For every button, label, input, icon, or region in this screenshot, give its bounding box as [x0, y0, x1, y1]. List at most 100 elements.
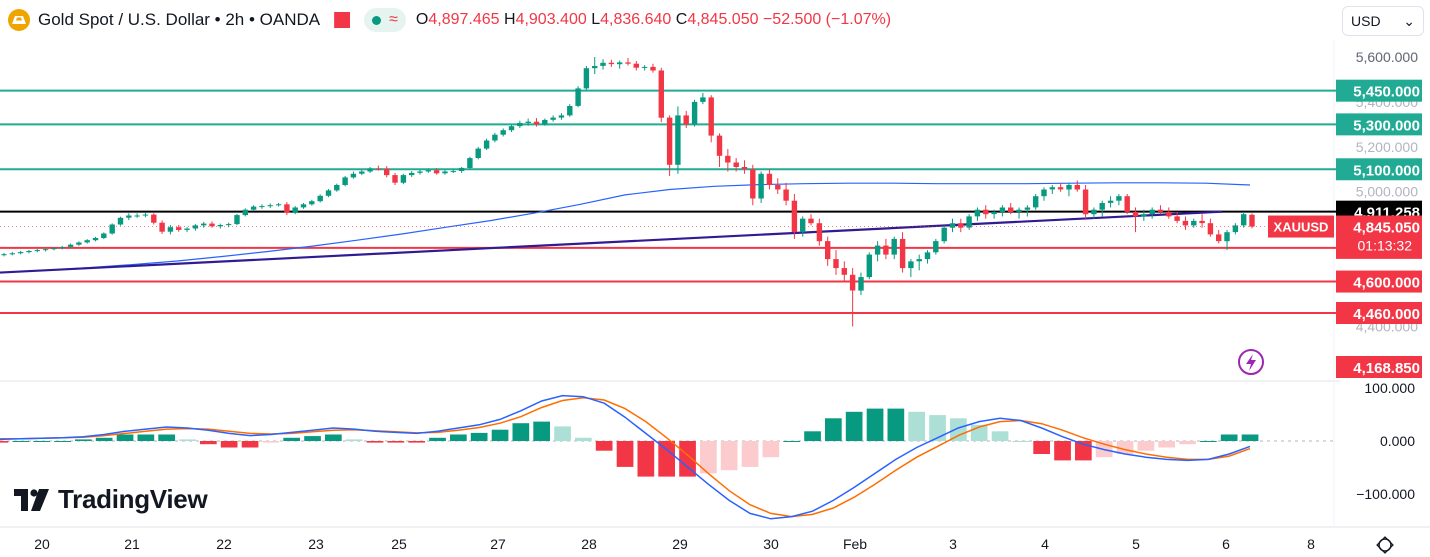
candle-body — [633, 63, 639, 68]
macd-histogram-bar — [450, 434, 467, 441]
candle-body — [242, 209, 248, 216]
ohlc-readout: O4,897.465 H4,903.400 L4,836.640 C4,845.… — [415, 11, 892, 28]
resistance-badge — [1336, 79, 1422, 102]
time-tick-label: 5 — [1132, 536, 1140, 552]
symbol-title[interactable]: Gold Spot / U.S. Dollar • 2h • OANDA — [38, 10, 321, 29]
candle-body — [275, 204, 282, 206]
time-tick-label: 8 — [1307, 536, 1315, 552]
macd-histogram-bar — [991, 431, 1009, 441]
candle-body — [567, 106, 573, 116]
candle-body — [1249, 214, 1255, 227]
candle-body — [1241, 214, 1247, 226]
close-value: 4,845.050 — [687, 11, 759, 28]
candle-body — [433, 170, 440, 174]
trendline — [0, 210, 1223, 274]
candle-body — [101, 233, 107, 238]
candle-body — [966, 216, 972, 228]
market-status-icon[interactable] — [334, 12, 351, 28]
macd-histogram-bar — [491, 429, 509, 441]
candle-body — [1049, 187, 1055, 190]
candle-body — [691, 101, 698, 125]
macd-histogram-bar — [241, 441, 259, 448]
chart-header: Gold Spot / U.S. Dollar • 2h • OANDA ≈ O… — [8, 8, 891, 32]
candle-body — [533, 121, 540, 125]
candle-body — [1207, 223, 1214, 235]
candle-body — [783, 189, 789, 201]
macd-histogram-bar — [783, 441, 800, 442]
macd-pane[interactable] — [0, 394, 1336, 520]
macd-histogram-bar — [1137, 441, 1155, 451]
macd-histogram-bar — [720, 441, 738, 471]
macd-histogram-bar — [387, 441, 405, 443]
macd-histogram-bar — [158, 434, 175, 441]
candle-body — [592, 66, 598, 69]
macd-histogram-bar — [595, 441, 613, 451]
macd-histogram-bar — [470, 432, 488, 441]
candle-body — [658, 70, 664, 118]
resistance-label: 5,450.000 — [1353, 84, 1420, 101]
candle-body — [600, 62, 606, 66]
candle-body — [26, 251, 32, 253]
tradingview-logo[interactable]: TradingView — [14, 484, 208, 515]
resistance-label: 5,100.000 — [1353, 162, 1420, 179]
time-tick-label: 27 — [490, 536, 506, 552]
candle-body — [958, 223, 964, 228]
extra-price-label: 4,168.850 — [1353, 360, 1420, 377]
candle-body — [758, 173, 764, 199]
macd-histogram-bar — [1241, 434, 1259, 441]
time-tick-label: 6 — [1222, 536, 1230, 552]
candle-body — [409, 172, 415, 176]
macd-histogram-bar — [0, 441, 9, 443]
candle-body — [933, 241, 939, 253]
data-status-pill[interactable]: ≈ — [364, 8, 406, 32]
candle-body — [1141, 214, 1147, 217]
candle-body — [725, 155, 731, 163]
candle-body — [683, 115, 689, 125]
candle-body — [42, 249, 49, 251]
symbol-badge — [1268, 215, 1334, 238]
extra-price-badge — [1336, 356, 1422, 378]
time-tick-label: 20 — [34, 536, 50, 552]
macd-histogram-bar — [220, 441, 238, 448]
candle-body — [1057, 187, 1064, 190]
price-axis[interactable]: 5,600.0005,400.0005,200.0005,000.0004,40… — [1268, 49, 1422, 502]
resistance-label: 5,300.000 — [1353, 117, 1420, 134]
resistance-badge — [1336, 158, 1422, 181]
macd-histogram-bar — [54, 441, 71, 442]
currency-label: USD — [1351, 13, 1381, 29]
macd-histogram-bar — [908, 411, 925, 441]
time-tick-label: 30 — [763, 536, 779, 552]
candle-body — [941, 227, 947, 242]
candle-body — [259, 206, 265, 208]
candle-body — [1016, 209, 1022, 212]
macd-histogram-bar — [200, 441, 217, 445]
time-tick-label: 4 — [1041, 536, 1049, 552]
time-axis[interactable]: 20 21 22 23 25 27 28 29 30 Feb 3 4 5 6 8 — [34, 536, 1394, 554]
candle-body — [1191, 220, 1197, 226]
candle-body — [267, 205, 273, 207]
candle-body — [367, 168, 373, 172]
candle-body — [899, 238, 906, 269]
candle-body — [51, 248, 57, 250]
currency-select[interactable]: USD ⌄ — [1342, 6, 1424, 36]
candle-body — [134, 215, 140, 217]
chevron-down-icon: ⌄ — [1403, 12, 1415, 29]
macd-histogram-bar — [554, 426, 571, 441]
macd-histogram-bar — [366, 441, 384, 443]
price-pane[interactable] — [0, 40, 1430, 528]
macd-histogram-bar — [325, 434, 342, 441]
macd-tick-label: 0.000 — [1380, 433, 1415, 449]
candle-body — [741, 167, 748, 170]
candle-body — [858, 277, 864, 291]
candle-body — [983, 209, 989, 215]
macd-histogram-bar — [679, 441, 696, 477]
macd-histogram-bar — [12, 441, 30, 442]
macd-histogram-bar — [575, 437, 592, 441]
macd-histogram-bar — [825, 418, 842, 441]
macd-histogram-bar — [950, 418, 967, 441]
support-badge — [1336, 302, 1422, 324]
time-tick-label: 28 — [581, 536, 597, 552]
macd-histogram-bar — [408, 441, 425, 443]
macd-histogram-bar — [1012, 441, 1030, 442]
